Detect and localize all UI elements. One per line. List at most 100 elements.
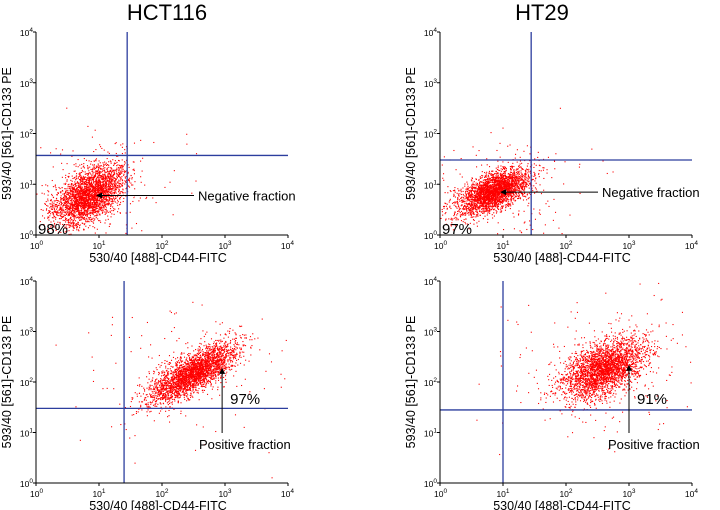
data-point bbox=[60, 203, 62, 205]
data-point bbox=[67, 192, 69, 194]
data-point bbox=[54, 203, 56, 206]
data-point bbox=[132, 161, 134, 163]
data-point bbox=[53, 207, 55, 209]
data-point bbox=[122, 168, 124, 170]
data-point bbox=[502, 167, 504, 170]
data-point bbox=[55, 212, 57, 214]
data-point bbox=[481, 210, 483, 212]
data-point bbox=[84, 196, 86, 199]
data-point bbox=[95, 203, 97, 205]
data-point bbox=[500, 165, 502, 167]
data-point bbox=[465, 223, 467, 225]
data-point bbox=[60, 209, 62, 211]
data-point bbox=[475, 206, 477, 208]
data-point bbox=[117, 186, 119, 188]
data-point bbox=[464, 183, 466, 185]
data-point bbox=[104, 171, 106, 173]
data-point bbox=[68, 209, 70, 211]
data-point bbox=[55, 203, 58, 206]
data-point bbox=[470, 208, 472, 210]
data-point bbox=[79, 173, 81, 175]
data-point bbox=[106, 180, 108, 182]
data-point bbox=[82, 212, 84, 214]
data-point bbox=[93, 192, 95, 194]
data-point bbox=[95, 173, 97, 175]
data-point bbox=[72, 198, 74, 200]
data-point bbox=[487, 178, 489, 180]
data-point bbox=[105, 162, 107, 164]
data-point bbox=[90, 177, 92, 179]
data-point bbox=[92, 179, 94, 181]
data-point bbox=[443, 173, 445, 175]
data-point bbox=[539, 184, 541, 186]
data-point bbox=[496, 192, 498, 194]
data-point bbox=[92, 187, 94, 189]
data-point bbox=[500, 179, 502, 181]
data-point bbox=[69, 196, 71, 198]
data-point bbox=[108, 152, 110, 154]
data-point bbox=[53, 200, 55, 202]
data-point bbox=[483, 212, 485, 214]
data-point bbox=[494, 191, 496, 193]
data-point bbox=[94, 185, 96, 187]
data-point bbox=[64, 231, 66, 233]
data-point bbox=[90, 193, 92, 195]
data-point bbox=[96, 195, 98, 197]
data-point bbox=[88, 204, 90, 206]
data-point bbox=[115, 179, 117, 181]
data-point bbox=[495, 194, 497, 196]
data-point bbox=[105, 177, 107, 179]
data-point bbox=[76, 211, 78, 213]
data-point bbox=[75, 207, 77, 209]
data-point bbox=[64, 214, 66, 217]
data-point bbox=[88, 186, 90, 188]
data-point bbox=[104, 222, 106, 224]
data-point bbox=[117, 155, 119, 157]
data-point bbox=[69, 207, 71, 209]
data-point bbox=[91, 184, 93, 186]
data-point bbox=[102, 170, 104, 172]
data-point bbox=[142, 157, 144, 159]
data-point bbox=[525, 186, 527, 188]
data-point bbox=[503, 175, 505, 177]
data-point bbox=[94, 227, 96, 229]
data-point bbox=[106, 176, 108, 178]
data-point bbox=[109, 189, 111, 191]
data-point bbox=[101, 212, 103, 214]
data-point bbox=[475, 195, 477, 197]
data-point bbox=[488, 180, 490, 182]
data-point bbox=[510, 180, 512, 182]
data-point bbox=[476, 207, 478, 209]
data-point bbox=[103, 205, 105, 207]
data-point bbox=[81, 169, 83, 172]
data-point bbox=[65, 188, 67, 190]
data-point bbox=[78, 182, 80, 184]
data-point bbox=[91, 205, 93, 207]
data-point bbox=[75, 208, 77, 210]
data-point bbox=[496, 211, 498, 213]
data-point bbox=[88, 186, 91, 188]
data-point bbox=[488, 206, 490, 208]
data-point bbox=[106, 158, 108, 160]
data-point bbox=[513, 186, 515, 188]
data-point bbox=[501, 184, 503, 186]
data-point bbox=[527, 163, 529, 165]
data-point bbox=[483, 211, 485, 213]
data-point bbox=[129, 177, 131, 179]
data-point bbox=[78, 183, 80, 185]
data-point bbox=[492, 217, 494, 219]
data-point bbox=[492, 200, 494, 202]
data-point bbox=[109, 177, 111, 179]
data-point bbox=[96, 178, 98, 180]
data-point bbox=[89, 183, 91, 185]
data-point bbox=[73, 214, 75, 216]
data-point bbox=[97, 200, 99, 202]
data-point bbox=[98, 165, 101, 167]
data-point bbox=[77, 202, 79, 204]
data-point bbox=[481, 187, 484, 189]
data-point bbox=[56, 213, 58, 216]
data-point bbox=[104, 173, 106, 175]
data-point bbox=[491, 207, 493, 209]
data-point bbox=[78, 218, 80, 220]
data-point bbox=[85, 225, 87, 227]
